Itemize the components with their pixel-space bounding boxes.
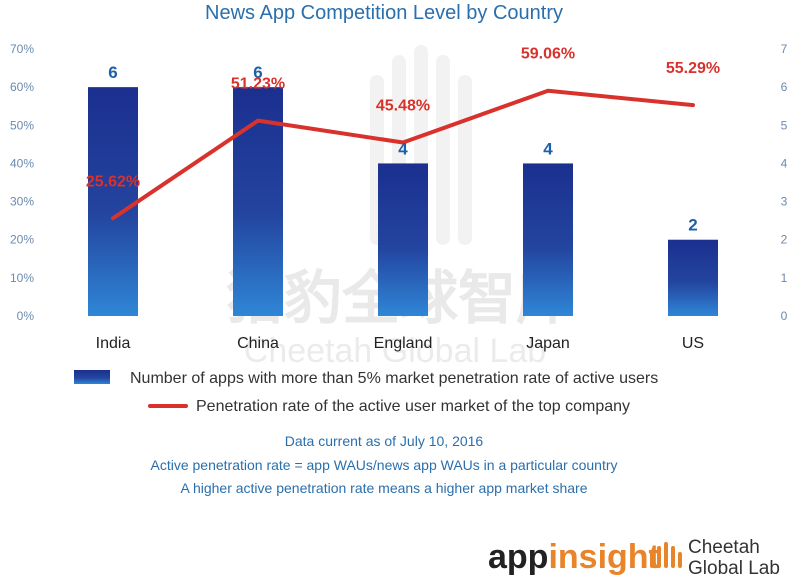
bar-england xyxy=(378,163,428,316)
left-tick-label: 20% xyxy=(10,233,34,247)
cheetah-logo-icon xyxy=(650,542,682,568)
line-value-label: 59.06% xyxy=(521,46,575,63)
bar-series xyxy=(88,87,718,317)
category-label: Japan xyxy=(526,335,570,352)
chart-title: News App Competition Level by Country xyxy=(205,2,563,24)
bar-japan xyxy=(523,163,573,316)
penetration-line xyxy=(111,88,695,221)
category-label: US xyxy=(682,335,704,352)
left-axis-ticks: 0% 10% 20% 30% 40% 50% 60% 70% xyxy=(10,42,34,323)
bar-value-label: 6 xyxy=(108,63,117,82)
left-tick-label: 70% xyxy=(10,42,34,56)
right-tick-label: 2 xyxy=(781,233,788,247)
bar-value-label: 6 xyxy=(253,63,262,82)
note-definition: Active penetration rate = app WAUs/news … xyxy=(150,457,617,473)
left-tick-label: 30% xyxy=(10,195,34,209)
bar-value-label: 2 xyxy=(688,216,697,235)
svg-text:appinsight: appinsight xyxy=(488,538,660,576)
left-tick-label: 10% xyxy=(10,271,34,285)
left-tick-label: 40% xyxy=(10,156,34,170)
legend-bar-swatch xyxy=(74,370,110,384)
logo-cheetah-line1: Cheetah xyxy=(688,537,760,558)
bar-value-labels: 6 6 4 4 2 xyxy=(108,63,697,235)
category-label: China xyxy=(237,335,279,352)
note-explanation: A higher active penetration rate means a… xyxy=(180,480,587,496)
notes: Data current as of July 10, 2016 Active … xyxy=(150,433,617,496)
line-value-label: 51.23% xyxy=(231,76,285,93)
right-tick-label: 4 xyxy=(781,156,788,170)
category-label: England xyxy=(374,335,433,352)
legend: Number of apps with more than 5% market … xyxy=(74,370,658,415)
logo-app-text: app xyxy=(488,538,548,576)
cheetah-logo: Cheetah Global Lab xyxy=(650,537,780,579)
left-tick-label: 0% xyxy=(17,309,35,323)
bar-value-label: 4 xyxy=(398,139,408,158)
category-label: India xyxy=(96,335,131,352)
logo-insight-text: insight xyxy=(548,538,659,576)
line-value-labels: 25.62% 51.23% 45.48% 59.06% 55.29% xyxy=(86,46,720,191)
left-tick-label: 60% xyxy=(10,80,34,94)
right-tick-label: 5 xyxy=(781,118,788,132)
line-value-label: 55.29% xyxy=(666,60,720,77)
bar-china xyxy=(233,87,283,317)
watermark-en: Cheetah Global Lab xyxy=(244,332,546,370)
line-value-label: 25.62% xyxy=(86,173,140,190)
appinsight-logo: appinsight xyxy=(488,538,660,576)
legend-bar-label: Number of apps with more than 5% market … xyxy=(130,370,658,387)
bar-us xyxy=(668,239,718,316)
logo-cheetah-line2: Global Lab xyxy=(688,558,780,579)
category-labels: India China England Japan US xyxy=(96,335,704,352)
note-date: Data current as of July 10, 2016 xyxy=(285,433,484,449)
right-tick-label: 0 xyxy=(781,309,788,323)
bar-india xyxy=(88,87,138,317)
line-value-label: 45.48% xyxy=(376,98,430,115)
right-tick-label: 3 xyxy=(781,195,788,209)
right-tick-label: 7 xyxy=(781,42,788,56)
legend-line-label: Penetration rate of the active user mark… xyxy=(196,398,630,415)
left-tick-label: 50% xyxy=(10,118,34,132)
right-tick-label: 1 xyxy=(781,271,788,285)
right-tick-label: 6 xyxy=(781,80,788,94)
right-axis-ticks: 0 1 2 3 4 5 6 7 xyxy=(781,42,788,323)
bar-value-label: 4 xyxy=(543,139,553,158)
